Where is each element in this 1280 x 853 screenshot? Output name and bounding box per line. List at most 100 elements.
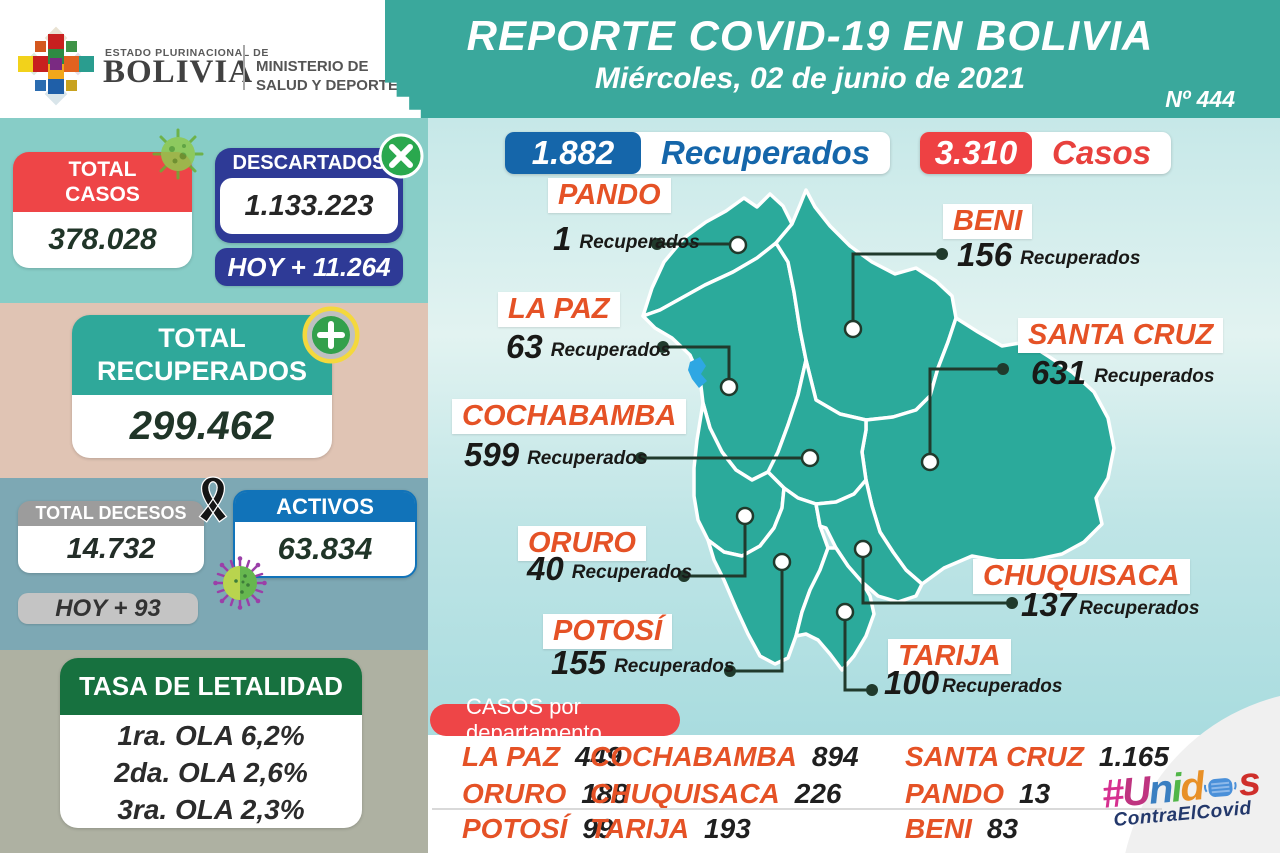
cases-total-badge: 3.310 Casos	[920, 132, 1172, 174]
lethality-body: 1ra. OLA 6,2% 2da. OLA 2,6% 3ra. OLA 2,3…	[60, 715, 362, 828]
dept-recovered-oruro: 40	[527, 550, 564, 587]
total-cases-value: 378.028	[13, 212, 192, 268]
dept-value-beni: 156 Recuperados	[957, 238, 1140, 271]
active-cases-value: 63.834	[235, 522, 415, 576]
table-dept-name: ORURO	[462, 778, 567, 809]
ministry-name: MINISTERIO DE SALUD Y DEPORTES	[256, 57, 408, 95]
total-cases-label: TOTAL CASOS	[65, 158, 140, 206]
dept-label-oruro: ORURO	[518, 526, 646, 561]
total-recovered-header: TOTAL RECUPERADOS	[72, 315, 332, 395]
cases-by-department-title: CASOS por departamento	[466, 694, 602, 745]
dept-recovered-beni: 156	[957, 236, 1013, 273]
dept-value-la-paz: 63 Recuperados	[506, 330, 671, 363]
cases-total-value: 3.310	[920, 132, 1032, 174]
map-region-chuquisaca	[814, 478, 924, 604]
bolivia-map	[635, 188, 1116, 696]
map-dot-santa-cruz	[920, 452, 940, 472]
dept-unit-la-paz: Recuperados	[550, 340, 672, 361]
unidos-contra-el-covid-logo: #Unid s ContraElCovid	[1094, 759, 1269, 834]
map-dot-pando	[728, 235, 748, 255]
report-date: Miércoles, 02 de junio de 2021	[594, 62, 1026, 95]
dept-label-potosi: POTOSÍ	[543, 614, 673, 649]
lethality-card: TASA DE LETALIDAD 1ra. OLA 6,2% 2da. OLA…	[60, 658, 362, 828]
report-title: REPORTE COVID-19 EN BOLIVIA	[466, 12, 1154, 59]
map-dot-oruro	[735, 506, 755, 526]
table-dept-value: 193	[704, 813, 751, 844]
dept-recovered-potosi: 155	[551, 644, 607, 681]
table-dept-value: 99	[582, 813, 614, 844]
dept-label-beni: BENI	[943, 204, 1033, 239]
dept-value-potosi: 155 Recuperados	[551, 646, 734, 679]
ministry-line2: SALUD Y DEPORTES	[256, 77, 408, 94]
lethality-header: TASA DE LETALIDAD	[60, 658, 362, 715]
cases-table-row: LA PAZ 449 COCHABAMBA 894 SANTA CRUZ 1.1…	[428, 742, 1280, 772]
map-dot-tarija	[835, 602, 855, 622]
dept-unit-potosi: Recuperados	[614, 656, 735, 677]
table-dept-value: 188	[581, 778, 628, 809]
recovered-total-label: Recuperados	[661, 134, 871, 171]
total-deaths-header: TOTAL DECESOS	[18, 501, 204, 526]
cases-table-row: POTOSÍ 99 TARIJA 193 BENI 83	[428, 814, 1280, 844]
virus-icon	[152, 128, 204, 180]
active-cases-header: ACTIVOS	[235, 492, 415, 522]
lethality-wave3: 3ra. OLA 2,3%	[117, 794, 305, 825]
dept-label-la-paz: LA PAZ	[498, 292, 620, 327]
dept-value-cochabamba: 599 Recuperados	[464, 438, 647, 471]
dept-unit-oruro: Recuperados	[571, 562, 693, 583]
dept-unit-beni: Recuperados	[1020, 248, 1141, 269]
dept-value-oruro: 40 Recuperados	[527, 552, 692, 585]
dept-label-cochabamba: COCHABAMBA	[452, 399, 687, 434]
table-dept-name: SANTA CRUZ	[905, 741, 1084, 772]
map-dot-beni	[843, 319, 863, 339]
dept-value-santa-cruz: 631 Recuperados	[1031, 356, 1214, 389]
cases-total-label: Casos	[1052, 134, 1152, 171]
dept-unit-santa-cruz: Recuperados	[1094, 366, 1215, 387]
header-divider	[243, 45, 245, 90]
leader-oruro	[684, 524, 747, 578]
header: ESTADO PLURINACIONAL DE BOLIVIA MINISTER…	[0, 0, 1280, 118]
plus-icon	[302, 306, 360, 364]
map-dot-chuquisaca	[853, 539, 873, 559]
deaths-today-pill: HOY + 93	[18, 593, 198, 624]
map-dot-la-paz	[719, 377, 739, 397]
dept-recovered-la-paz: 63	[506, 328, 543, 365]
recovered-total-value: 1.882	[505, 132, 641, 174]
table-dept-name: BENI	[905, 813, 972, 844]
lake-titicaca	[688, 357, 707, 388]
discarded-today-pill: HOY + 11.264	[215, 248, 403, 286]
discarded-card: DESCARTADOS 1.133.223	[215, 148, 403, 243]
dept-recovered-tarija: 100	[884, 664, 940, 701]
mourning-ribbon-icon	[198, 476, 228, 523]
table-dept-value: 83	[986, 813, 1019, 844]
cases-table-row: ORURO 188 CHUQUISACA 226 PANDO 13	[428, 779, 1280, 809]
ministry-line1: MINISTERIO DE	[256, 58, 369, 75]
total-deaths-card: TOTAL DECESOS 14.732	[18, 501, 204, 573]
dept-unit-pando: Recuperados	[579, 232, 700, 253]
table-dept-name: PANDO	[905, 778, 1005, 809]
dept-unit-tarija: Recuperados	[942, 676, 1063, 697]
active-cases-card: ACTIVOS 63.834	[233, 490, 417, 578]
leader-tarija	[843, 620, 872, 692]
dept-recovered-santa-cruz: 631	[1031, 354, 1087, 391]
table-dept-name: COCHABAMBA	[590, 741, 797, 772]
discarded-value: 1.133.223	[220, 178, 398, 234]
lethality-wave2: 2da. OLA 2,6%	[114, 757, 308, 788]
discarded-x-icon	[378, 133, 424, 179]
dept-label-tarija: TARIJA	[888, 639, 1011, 674]
leader-potosi	[730, 570, 784, 673]
dept-label-pando: PANDO	[548, 178, 671, 213]
dept-value-chuquisaca: 137 Recuperados	[1021, 588, 1199, 621]
active-cases-label: ACTIVOS	[276, 494, 374, 519]
recovered-total-badge: 1.882 Recuperados	[505, 132, 891, 174]
total-deaths-label: TOTAL DECESOS	[35, 503, 187, 523]
table-dept-value: 449	[575, 741, 622, 772]
total-recovered-label: TOTAL RECUPERADOS	[96, 323, 308, 386]
dept-label-santa-cruz: SANTA CRUZ	[1018, 318, 1224, 353]
map-region-santa-cruz	[860, 316, 1116, 586]
lethality-label: TASA DE LETALIDAD	[79, 671, 343, 701]
dept-unit-cochabamba: Recuperados	[527, 448, 648, 469]
leader-la-paz	[663, 345, 731, 379]
dept-recovered-chuquisaca: 137	[1021, 586, 1077, 623]
lethality-wave1: 1ra. OLA 6,2%	[117, 720, 305, 751]
report-number: Nº 444	[1165, 86, 1235, 112]
